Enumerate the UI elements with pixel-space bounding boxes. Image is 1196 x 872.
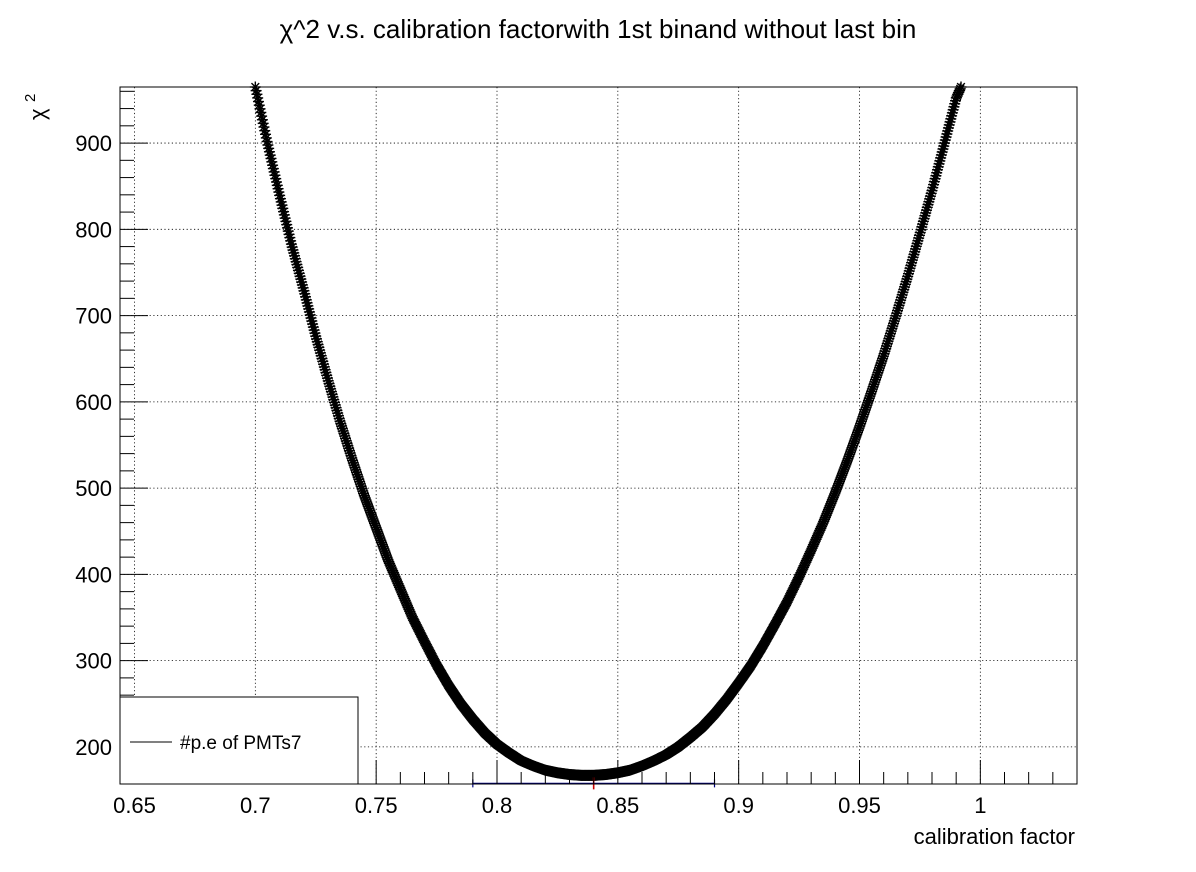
y-axis-title: χ 2 [22, 94, 50, 120]
data-point-stroke [265, 150, 275, 160]
data-point-stroke [266, 154, 276, 163]
data-point-stroke [399, 592, 408, 601]
data-point-stroke [258, 119, 268, 128]
data-point-stroke [257, 111, 266, 121]
chart-title: χ^2 v.s. calibration factorwith 1st bina… [280, 14, 917, 44]
data-point-stroke [397, 588, 407, 598]
data-point-stroke [254, 100, 264, 110]
data-point-stroke [405, 606, 415, 616]
y-tick-label: 600 [75, 390, 112, 415]
x-tick-label: 0.95 [838, 793, 881, 818]
data-point-stroke [392, 577, 402, 587]
data-point [398, 592, 410, 604]
data-point [271, 176, 283, 188]
data-point-stroke [391, 573, 401, 583]
data-point-stroke [400, 595, 410, 605]
y-tick-label: 700 [75, 304, 112, 329]
data-point-stroke [392, 575, 401, 585]
data-point-stroke [389, 570, 399, 579]
data-point [267, 163, 279, 175]
data-point-stroke [384, 557, 393, 566]
data-point-stroke [259, 122, 269, 132]
data-point [813, 526, 825, 538]
data-point-stroke [388, 566, 397, 576]
legend-label: #p.e of PMTs7 [180, 733, 301, 754]
data-point-stroke [263, 140, 273, 150]
data-point-stroke [396, 584, 405, 594]
data-point-stroke [395, 582, 404, 592]
data-point [954, 83, 966, 95]
data-point-stroke [269, 164, 278, 173]
tick-label-layer: 0.65 0.7 0.75 0.8 0.85 0.9 0.95 1 200 300 400 500 60… [75, 131, 986, 818]
data-point-stroke [255, 104, 265, 114]
x-tick-label: 0.75 [355, 793, 398, 818]
data-point-stroke [398, 590, 408, 600]
data-point-stroke [273, 184, 283, 194]
plot-frame [119, 86, 1078, 785]
data-point-stroke [394, 581, 404, 590]
data-point-stroke [254, 97, 263, 106]
data-point-stroke [407, 610, 416, 620]
data-point-stroke [404, 605, 414, 614]
y-tick-label: 900 [75, 131, 112, 156]
data-point-stroke [251, 86, 261, 95]
data-point-stroke [261, 133, 271, 143]
y-tick-label: 300 [75, 649, 112, 674]
data-point-stroke [399, 594, 409, 603]
data-point-stroke [406, 608, 415, 618]
data-point-stroke [401, 597, 411, 607]
data-point-stroke [402, 599, 412, 609]
data-point-stroke [253, 93, 263, 103]
x-axis-title: calibration factor [914, 824, 1075, 849]
y-tick-label: 200 [75, 735, 112, 760]
data-point-stroke [385, 560, 395, 570]
y-tick-label: 500 [75, 476, 112, 501]
data-point-stroke [272, 181, 282, 190]
data-point-stroke [267, 157, 277, 167]
data-point-stroke [269, 167, 279, 177]
data-point-stroke [264, 144, 274, 153]
data-point-stroke [252, 89, 262, 99]
data-layer [249, 81, 967, 790]
y-axis-title-symbol: χ [25, 108, 50, 120]
data-point-stroke [262, 137, 272, 146]
legend-frame [119, 696, 359, 785]
data-point-stroke [258, 115, 267, 125]
y-tick-label: 400 [75, 562, 112, 587]
data-point-stroke [261, 129, 270, 139]
data-point-stroke [393, 579, 403, 588]
x-tick-label: 0.65 [113, 793, 156, 818]
data-point-stroke [260, 126, 270, 136]
data-point-stroke [396, 586, 406, 596]
grid-layer [120, 87, 1077, 784]
data-point-stroke [256, 108, 266, 117]
data-point-stroke [403, 603, 413, 612]
data-point-stroke [271, 174, 281, 183]
y-axis-title-superscript: 2 [22, 94, 39, 102]
data-point-stroke [387, 564, 397, 574]
data-point-stroke [274, 187, 284, 197]
x-tick-label: 0.85 [596, 793, 639, 818]
data-point-stroke [386, 562, 396, 572]
data-point-stroke [403, 601, 412, 611]
data-point-stroke [390, 571, 400, 581]
data-point-stroke [268, 160, 277, 170]
x-tick-label: 1 [974, 793, 986, 818]
data-point-stroke [272, 177, 281, 187]
x-tick-label: 0.8 [482, 793, 513, 818]
data-point-stroke [385, 558, 394, 568]
legend-box: #p.e of PMTs7 [119, 696, 359, 785]
y-tick-label: 800 [75, 217, 112, 242]
data-point-stroke [388, 568, 398, 577]
data-point-stroke [270, 170, 280, 180]
x-tick-label: 0.7 [240, 793, 271, 818]
data-point-stroke [265, 147, 274, 157]
data-point-stroke [955, 84, 965, 94]
x-tick-label: 0.9 [723, 793, 754, 818]
